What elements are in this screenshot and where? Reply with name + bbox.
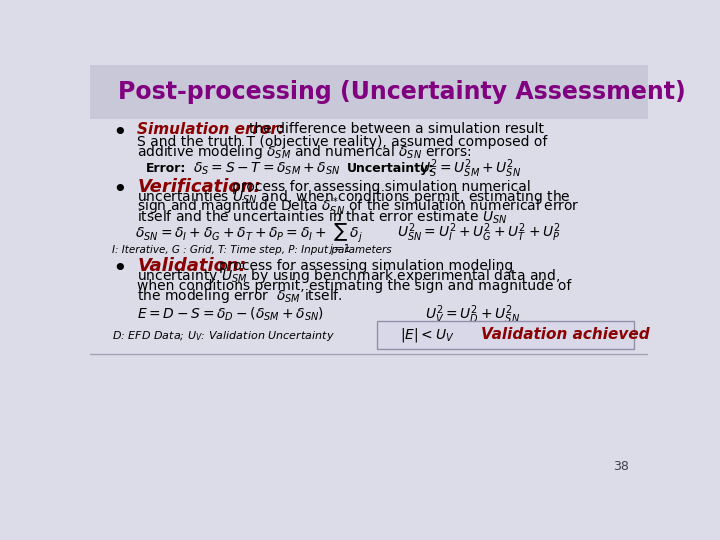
Text: Error:: Error: [145, 162, 186, 176]
Text: $U_V^2 = U_D^2 + U_{SN}^2$: $U_V^2 = U_D^2 + U_{SN}^2$ [425, 303, 520, 326]
FancyBboxPatch shape [377, 321, 634, 349]
Text: $|E| < U_V$: $|E| < U_V$ [400, 326, 454, 343]
Text: •: • [112, 178, 127, 201]
Text: sign and magnitude Delta $\delta^*_{SN}$ of the simulation numerical error: sign and magnitude Delta $\delta^*_{SN}$… [138, 195, 580, 218]
Text: D: EFD Data; $U_V$: Validation Uncertainty: D: EFD Data; $U_V$: Validation Uncertain… [112, 329, 335, 343]
Text: $U_{SN}^2 = U_I^2 + U_G^2 + U_T^2 + U_P^2$: $U_{SN}^2 = U_I^2 + U_G^2 + U_T^2 + U_P^… [397, 222, 561, 245]
Text: process for assessing simulation numerical: process for assessing simulation numeric… [233, 180, 531, 194]
Text: Uncertainty:: Uncertainty: [347, 162, 434, 176]
Text: when conditions permit, estimating the sign and magnitude of: when conditions permit, estimating the s… [138, 279, 572, 293]
Text: $\delta_{SN} = \delta_I + \delta_G + \delta_T + \delta_P = \delta_I + \sum_{j=1}: $\delta_{SN} = \delta_I + \delta_G + \de… [135, 209, 363, 257]
Text: I: Iterative, G : Grid, T: Time step, P: Input parameters: I: Iterative, G : Grid, T: Time step, P:… [112, 245, 392, 255]
Text: Post-processing (Uncertainty Assessment): Post-processing (Uncertainty Assessment) [118, 80, 685, 104]
Text: S and the truth T (objective reality), assumed composed of: S and the truth T (objective reality), a… [138, 134, 548, 149]
Text: $\delta_S = S - T = \delta_{SM} + \delta_{SN}$: $\delta_S = S - T = \delta_{SM} + \delta… [193, 160, 341, 177]
Text: uncertainty $U_{SM}$ by using benchmark experimental data and,: uncertainty $U_{SM}$ by using benchmark … [138, 267, 561, 285]
Text: Validation achieved: Validation achieved [481, 327, 649, 342]
Text: the difference between a simulation result: the difference between a simulation resu… [249, 122, 544, 136]
Bar [90, 65, 648, 119]
Text: Verification:: Verification: [138, 178, 261, 196]
Text: $E = D - S = \delta_D - (\delta_{SM} + \delta_{SN})$: $E = D - S = \delta_D - (\delta_{SM} + \… [138, 306, 325, 323]
Text: the modeling error  $\delta_{SM}$ itself.: the modeling error $\delta_{SM}$ itself. [138, 287, 343, 305]
Text: uncertainties $U_{SN}$ and, when conditions permit, estimating the: uncertainties $U_{SN}$ and, when conditi… [138, 188, 571, 206]
Text: Validation:: Validation: [138, 257, 246, 275]
Text: process for assessing simulation modeling: process for assessing simulation modelin… [220, 259, 513, 273]
Text: itself and the uncertainties in that error estimate $U_{SN}$: itself and the uncertainties in that err… [138, 208, 508, 226]
Text: 38: 38 [613, 460, 629, 472]
Text: Simulation error:: Simulation error: [138, 122, 284, 137]
Text: •: • [112, 122, 127, 145]
Text: •: • [112, 256, 127, 281]
Text: $U_S^2 = U_{SM}^2 + U_{SN}^2$: $U_S^2 = U_{SM}^2 + U_{SN}^2$ [419, 158, 521, 180]
Text: additive modeling $\delta_{SM}$ and numerical $\delta_{SN}$ errors:: additive modeling $\delta_{SM}$ and nume… [138, 143, 472, 161]
